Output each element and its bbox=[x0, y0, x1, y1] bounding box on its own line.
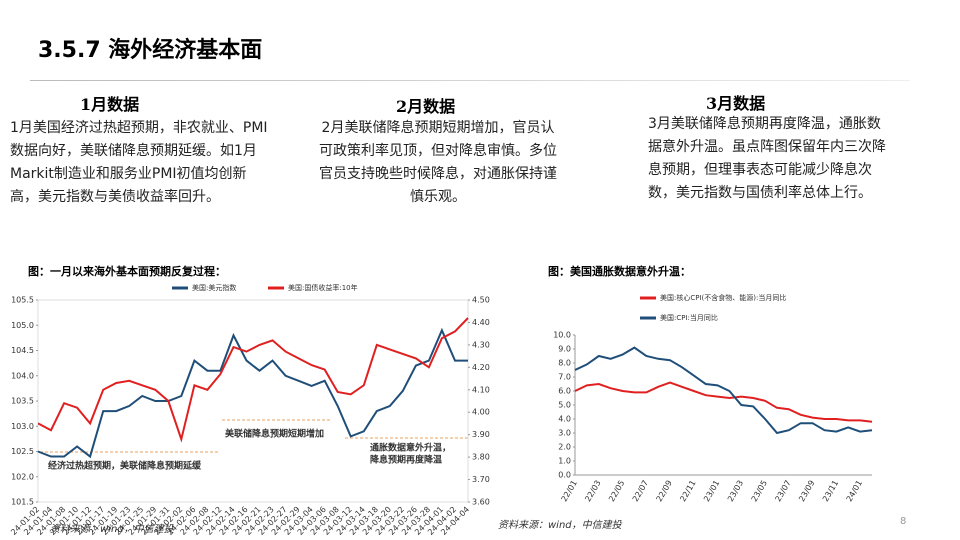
annotation: 降息预期再度降温 bbox=[370, 454, 442, 466]
y-tick-label: 2.0 bbox=[558, 443, 571, 452]
column-heading: 1月数据 bbox=[80, 95, 140, 114]
annotation: 通胀数据意外升温， bbox=[370, 442, 451, 454]
annotation: 美联储降息预期短期增加 bbox=[225, 428, 324, 440]
y2-tick-label: 4.20 bbox=[472, 363, 490, 372]
column-heading: 3月数据 bbox=[706, 94, 766, 113]
y2-tick-label: 4.50 bbox=[472, 296, 490, 305]
series-line bbox=[574, 346, 873, 435]
column-text: 1月美国经济过热超预期，非农就业、PMI数据向好，美联储降息预期延缓。如1月Ma… bbox=[10, 120, 268, 205]
x-tick-label: 22/05 bbox=[607, 479, 626, 503]
annotation: 经济过热超预期，美联储降息预期延缓 bbox=[48, 460, 202, 472]
x-tick-label: 23/05 bbox=[750, 479, 769, 503]
y2-tick-label: 3.90 bbox=[472, 430, 490, 439]
y-tick-label: 105.5 bbox=[11, 296, 34, 305]
y-tick-label: 105.0 bbox=[11, 321, 34, 330]
y-tick-label: 1.0 bbox=[558, 457, 571, 466]
y-tick-label: 6.0 bbox=[558, 387, 571, 396]
slide-title: 3.5.7 海外经济基本面 bbox=[38, 38, 263, 63]
plot-frame bbox=[37, 299, 469, 503]
y-tick-label: 10.0 bbox=[553, 331, 571, 340]
source: 资料来源：wind，中信建投 bbox=[50, 524, 174, 535]
y2-tick-label: 4.10 bbox=[472, 385, 490, 394]
column-heading: 2月数据 bbox=[396, 97, 456, 116]
legend-label: 美国:CPI:当月同比 bbox=[660, 313, 718, 322]
y2-tick-label: 3.60 bbox=[472, 498, 490, 507]
x-tick-label: 22/07 bbox=[631, 479, 650, 503]
legend-label: 美国:国债收益率:10年 bbox=[288, 283, 358, 292]
series-line bbox=[574, 381, 873, 423]
x-tick-label: 22/11 bbox=[678, 479, 697, 503]
y2-tick-label: 4.00 bbox=[472, 408, 490, 417]
y-tick-label: 104.5 bbox=[11, 346, 34, 355]
title-rule bbox=[30, 80, 910, 81]
x-tick-label: 23/11 bbox=[821, 479, 840, 503]
y-tick-label: 9.0 bbox=[558, 345, 571, 354]
series-line bbox=[37, 327, 468, 459]
x-tick-label: 22/01 bbox=[560, 479, 579, 503]
y2-tick-label: 3.70 bbox=[472, 475, 490, 484]
y2-tick-label: 3.80 bbox=[472, 453, 490, 462]
y-tick-label: 103.0 bbox=[11, 422, 34, 431]
y-tick-label: 5.0 bbox=[558, 401, 571, 410]
y-tick-label: 102.0 bbox=[11, 472, 34, 481]
chart-caption: 图：一月以来海外基本面预期反复过程： bbox=[28, 265, 226, 278]
y-tick-label: 7.0 bbox=[558, 373, 571, 382]
y-tick-label: 0.0 bbox=[558, 471, 571, 480]
x-tick-label: 23/09 bbox=[797, 479, 816, 503]
y2-tick-label: 4.30 bbox=[472, 340, 490, 349]
chart-caption: 图：美国通胀数据意外升温： bbox=[548, 265, 691, 278]
x-tick-label: 23/07 bbox=[773, 479, 792, 503]
series-line bbox=[37, 317, 469, 443]
x-tick-label: 22/03 bbox=[583, 479, 602, 503]
y-tick-label: 4.0 bbox=[558, 415, 571, 424]
x-tick-label: 23/01 bbox=[702, 479, 721, 503]
x-tick-label: 23/03 bbox=[726, 479, 745, 503]
x-tick-label: 24/01 bbox=[845, 479, 864, 503]
y-tick-label: 103.5 bbox=[11, 397, 34, 406]
y-tick-label: 101.5 bbox=[11, 498, 34, 507]
page-number: 8 bbox=[900, 516, 907, 527]
legend-label: 美国:核心CPI(不含食物、能源):当月同比 bbox=[660, 293, 786, 302]
x-tick-label: 22/09 bbox=[655, 479, 674, 503]
legend-label: 美国:美元指数 bbox=[192, 283, 236, 292]
y-tick-label: 102.5 bbox=[11, 447, 34, 456]
source: 资料来源：wind，中信建投 bbox=[498, 520, 622, 531]
column-text: 2月美联储降息预期短期增加，官员认可政策利率见顶，但对降息审慎。多位官员支持晚些… bbox=[319, 120, 557, 205]
y-tick-label: 8.0 bbox=[558, 359, 571, 368]
column-text: 3月美联储降息预期再度降温，通胀数据意外升温。虽点阵图保留年内三次降息预期，但理… bbox=[648, 116, 886, 201]
y2-tick-label: 4.40 bbox=[472, 318, 490, 327]
y-tick-label: 104.0 bbox=[11, 371, 34, 380]
y-tick-label: 3.0 bbox=[558, 429, 571, 438]
